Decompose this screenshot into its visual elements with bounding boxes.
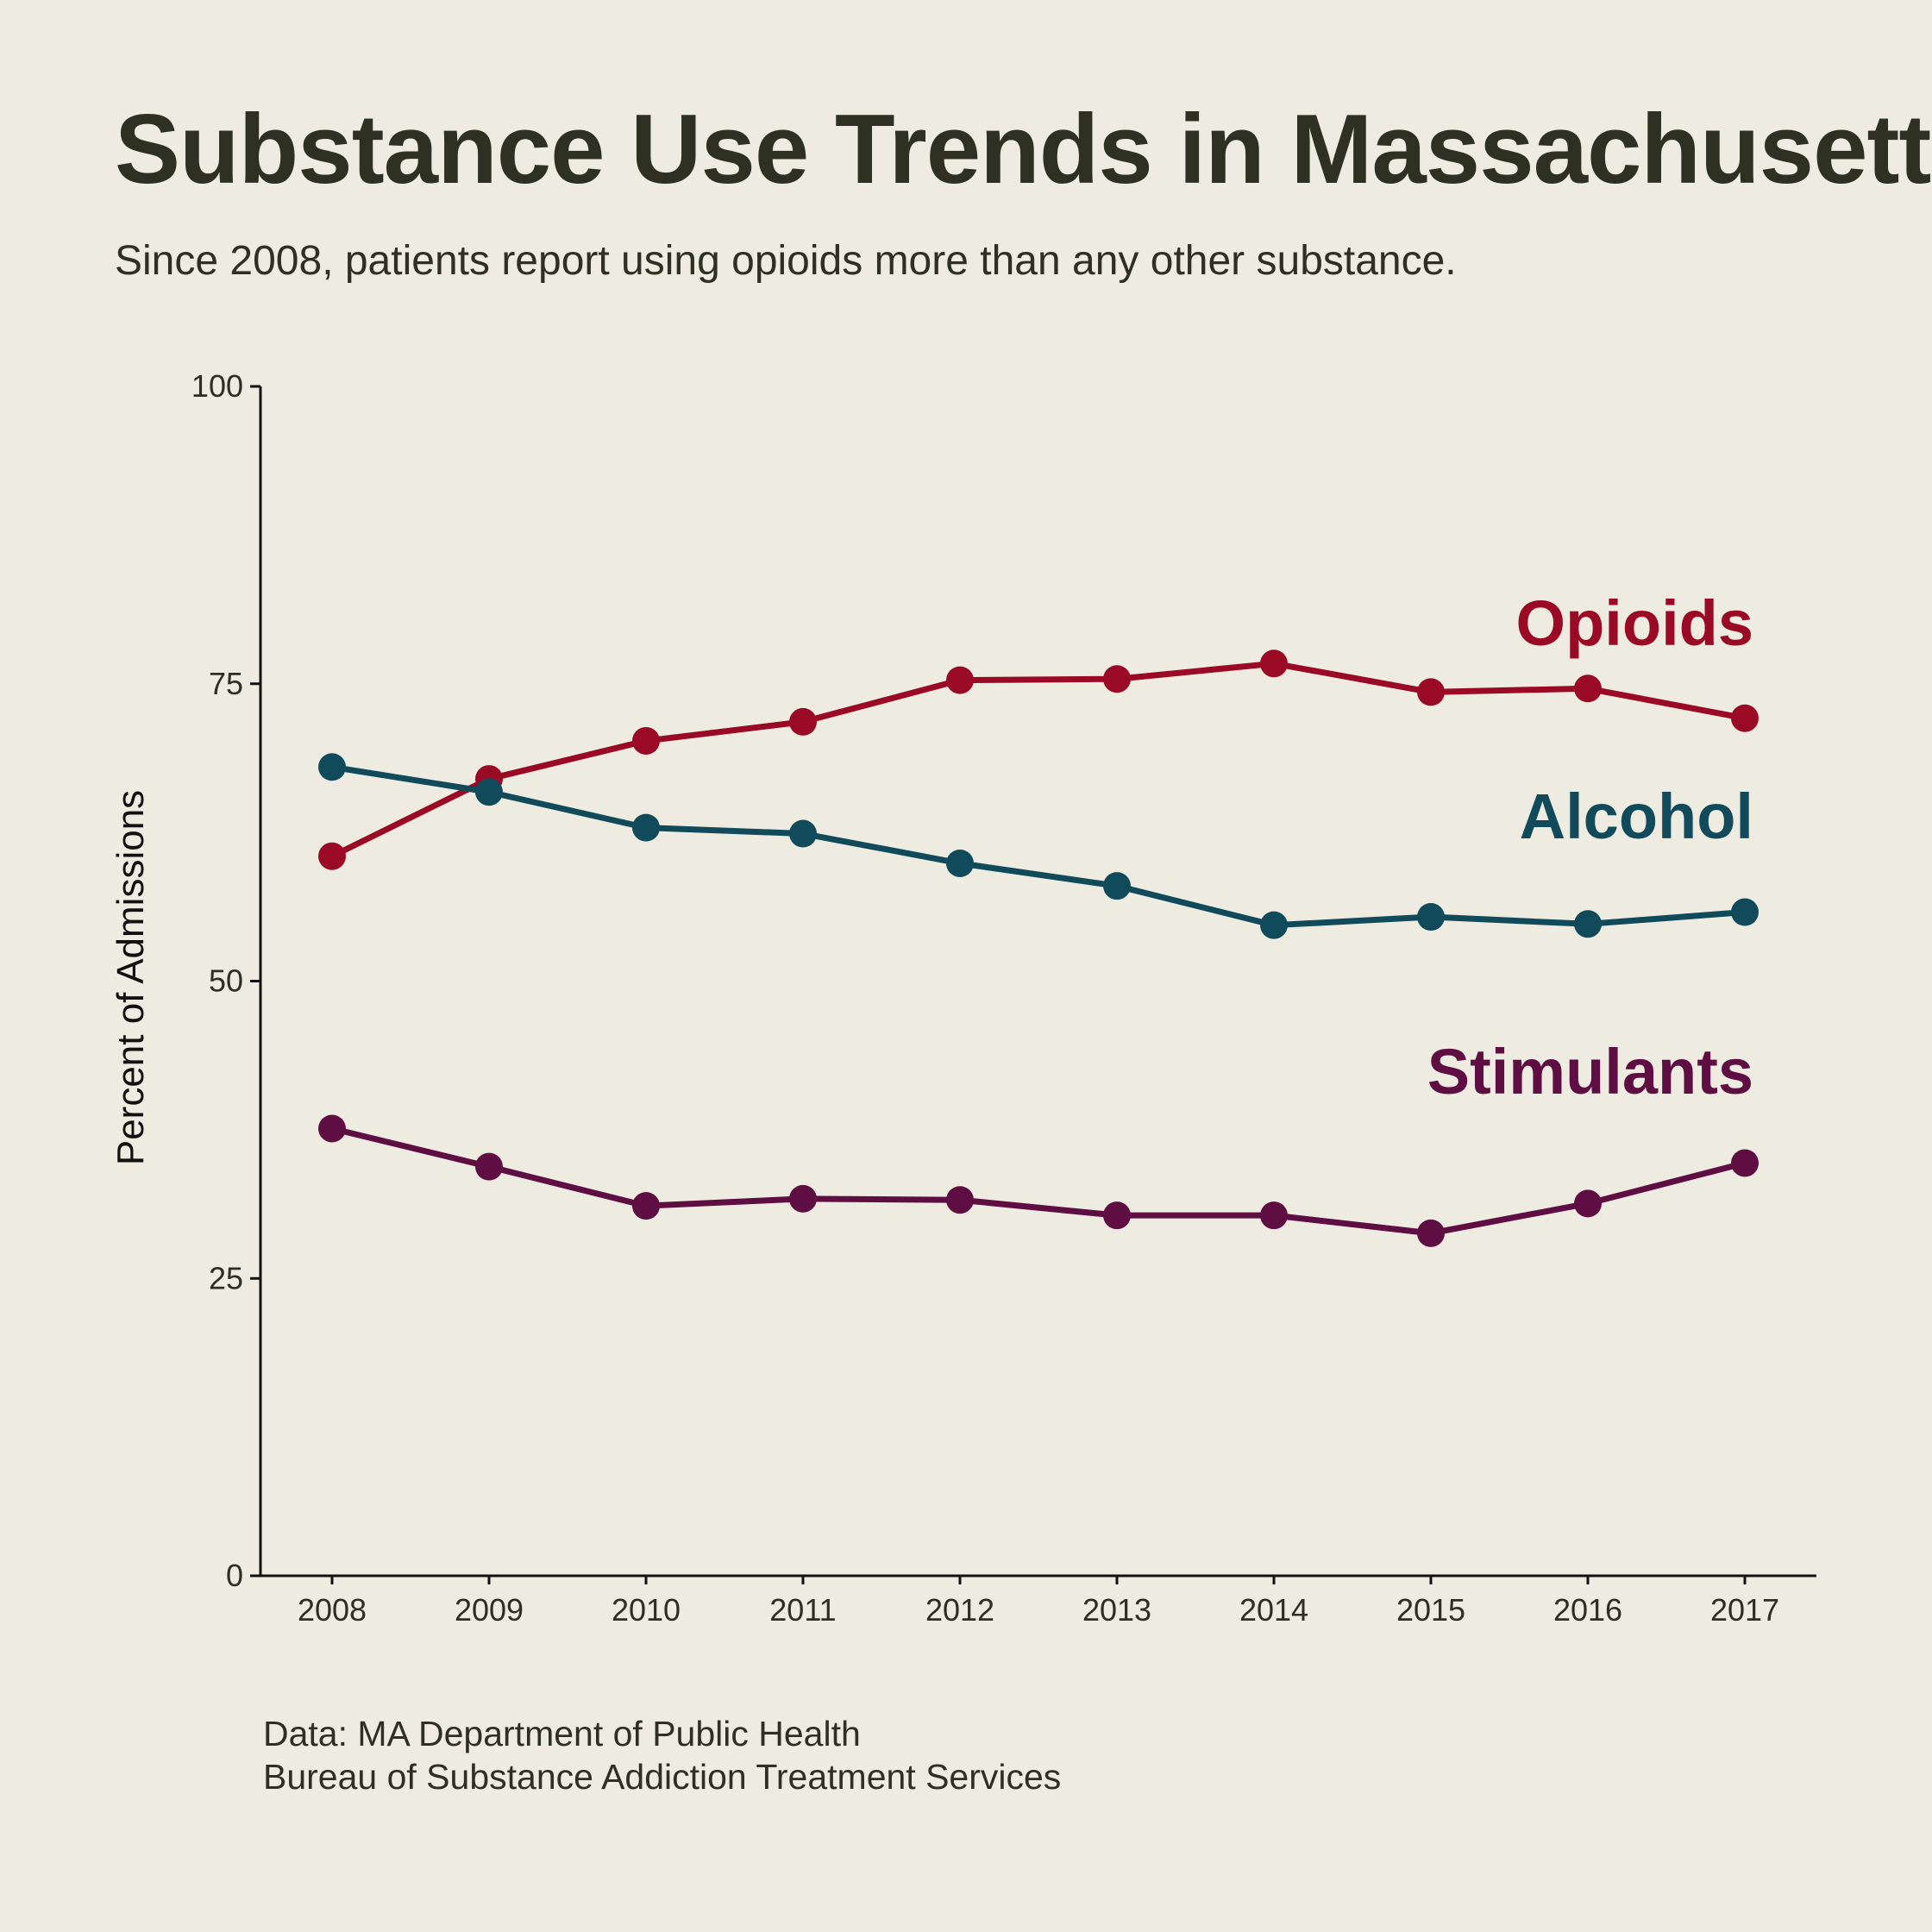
data-point-stimulants	[632, 1192, 660, 1220]
y-axis-title: Percent of Admissions	[110, 790, 152, 1165]
x-tick-label: 2015	[1396, 1592, 1465, 1628]
data-point-alcohol	[789, 819, 817, 848]
data-point-alcohol	[475, 778, 503, 806]
chart-axes	[259, 386, 1816, 1578]
series-stimulants	[318, 1114, 1759, 1247]
x-tick-label: 2010	[612, 1592, 681, 1628]
source-line-1: Data: MA Department of Public Health	[263, 1714, 861, 1753]
x-tick-label: 2017	[1710, 1592, 1779, 1628]
y-tick-label: 25	[209, 1260, 243, 1295]
data-point-alcohol	[1417, 903, 1445, 932]
chart-title: Substance Use Trends in Massachusetts	[115, 95, 1932, 204]
chart-subtitle: Since 2008, patients report using opioid…	[115, 238, 1457, 284]
series-line-stimulants	[329, 1125, 1748, 1237]
source-line-2: Bureau of Substance Addiction Treatment …	[263, 1757, 1062, 1797]
data-point-alcohol	[1103, 872, 1131, 900]
data-point-opioids	[318, 842, 346, 870]
x-tick-label: 2011	[769, 1592, 836, 1628]
series-opioids	[318, 649, 1759, 870]
data-point-opioids	[632, 726, 660, 755]
x-tick-label: 2012	[925, 1592, 994, 1628]
chart-series	[318, 649, 1759, 1247]
data-point-alcohol	[1731, 898, 1759, 926]
data-point-stimulants	[318, 1114, 346, 1143]
data-point-stimulants	[789, 1184, 817, 1213]
data-point-stimulants	[1574, 1189, 1602, 1218]
data-point-alcohol	[318, 753, 346, 781]
series-alcohol	[318, 753, 1759, 939]
data-point-opioids	[1417, 678, 1445, 706]
series-line-alcohol	[329, 763, 1748, 929]
y-tick-label: 100	[191, 368, 243, 404]
y-tick-label: 75	[209, 666, 243, 701]
series-label-stimulants: Stimulants	[1427, 1036, 1753, 1107]
series-label-opioids: Opioids	[1516, 587, 1753, 659]
series-line-opioids	[329, 660, 1748, 860]
x-tick-label: 2016	[1553, 1592, 1622, 1628]
data-point-opioids	[1260, 649, 1288, 678]
data-point-opioids	[1574, 674, 1602, 703]
series-labels: Opioids Alcohol Stimulants	[1427, 587, 1753, 1107]
data-point-stimulants	[1731, 1149, 1759, 1177]
data-source: Data: MA Department of Public Health Bur…	[263, 1712, 1061, 1798]
data-point-alcohol	[1260, 911, 1288, 939]
series-label-alcohol: Alcohol	[1520, 781, 1753, 852]
data-point-stimulants	[1417, 1219, 1445, 1247]
data-point-alcohol	[946, 849, 974, 877]
x-tick-label: 2009	[455, 1592, 524, 1628]
y-tick-label: 0	[226, 1558, 243, 1593]
y-tick-label: 50	[209, 963, 243, 999]
data-point-stimulants	[475, 1152, 503, 1181]
data-point-alcohol	[632, 813, 660, 842]
x-tick-label: 2008	[298, 1592, 367, 1628]
data-point-opioids	[789, 707, 817, 736]
data-point-opioids	[946, 666, 974, 694]
data-point-opioids	[1731, 704, 1759, 732]
x-tick-label: 2014	[1239, 1592, 1308, 1628]
data-point-opioids	[1103, 665, 1131, 693]
data-point-alcohol	[1574, 910, 1602, 938]
data-point-stimulants	[1103, 1201, 1131, 1230]
chart-ticks: 0 25 50 75 100 2008 2009 2010 2011 2012 2013 2014 20…	[110, 368, 1779, 1628]
x-tick-label: 2013	[1082, 1592, 1151, 1628]
data-point-stimulants	[946, 1186, 974, 1214]
data-point-stimulants	[1260, 1201, 1288, 1230]
